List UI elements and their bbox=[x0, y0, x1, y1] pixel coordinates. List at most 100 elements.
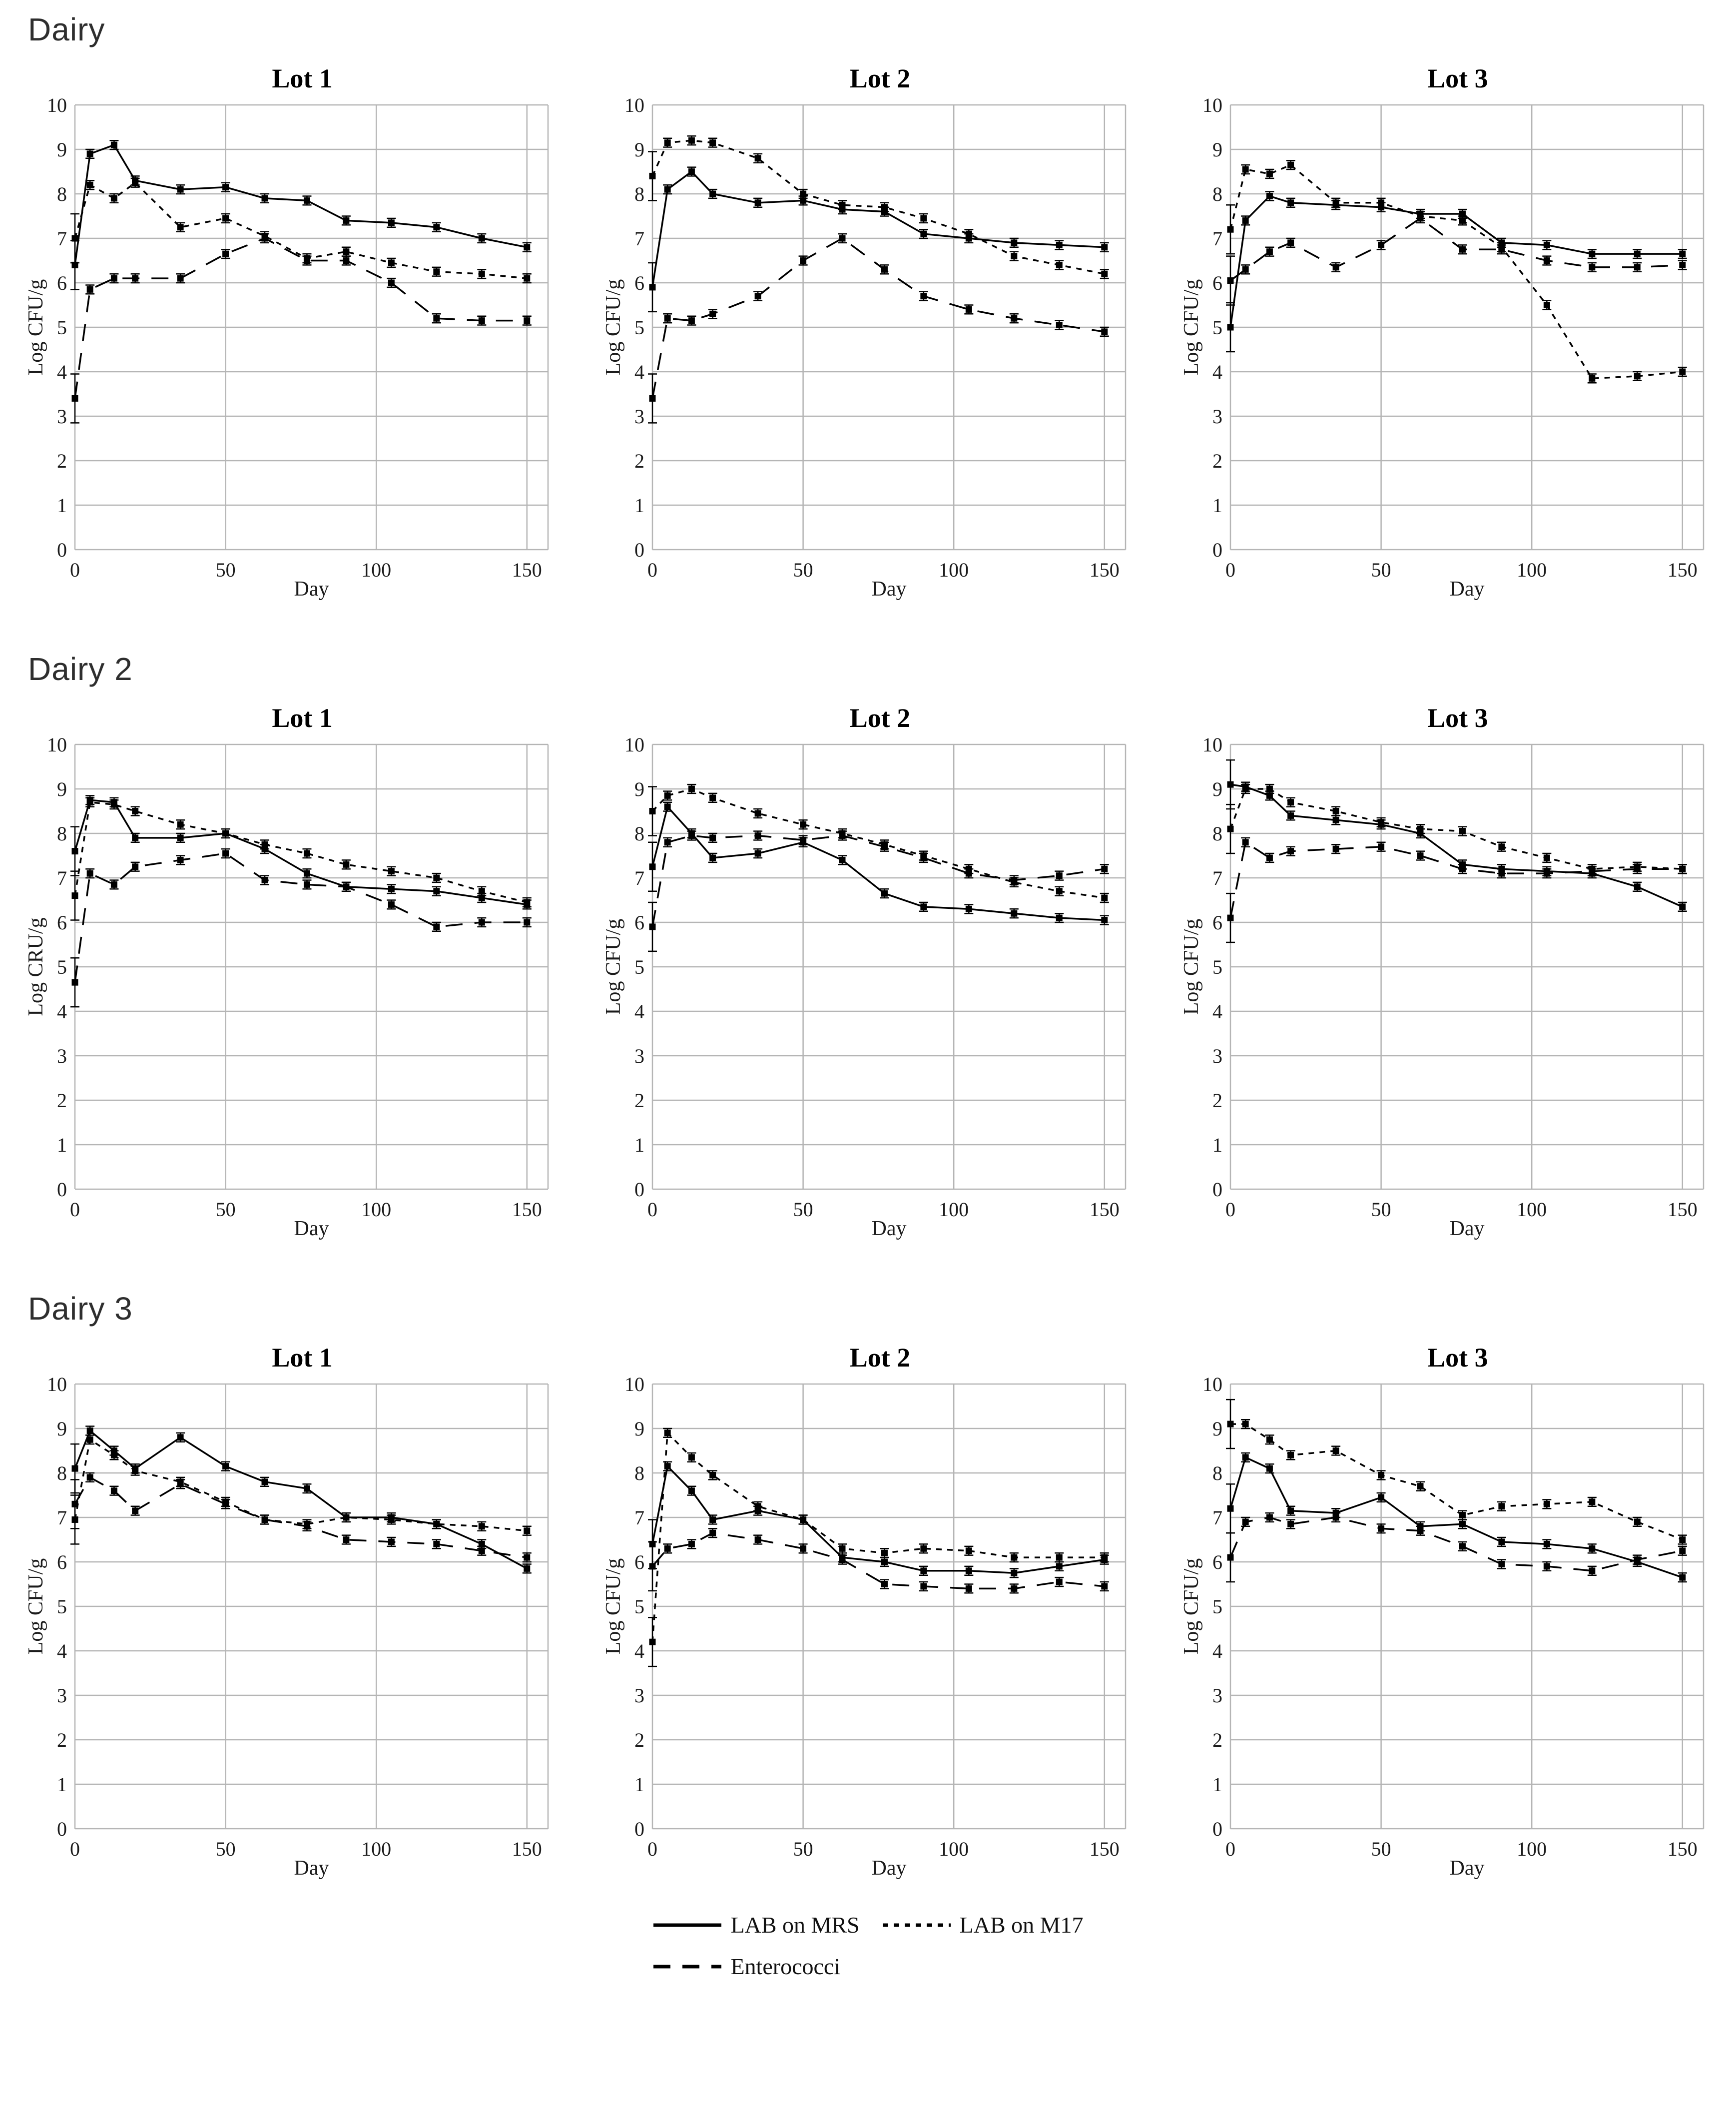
series-line-enterococci bbox=[651, 237, 1105, 399]
data-point-marker bbox=[709, 834, 716, 841]
data-point-marker bbox=[1679, 261, 1686, 268]
data-point-marker bbox=[261, 1478, 268, 1485]
svg-text:8: 8 bbox=[57, 1462, 67, 1484]
svg-text:9: 9 bbox=[57, 778, 67, 800]
svg-text:3: 3 bbox=[57, 1684, 67, 1707]
data-point-marker bbox=[343, 217, 350, 224]
data-point-marker bbox=[388, 219, 395, 226]
series-line-lab-on-m17 bbox=[74, 801, 528, 903]
data-point-marker bbox=[1589, 1567, 1596, 1574]
data-point-marker bbox=[343, 257, 350, 264]
data-point-marker bbox=[524, 244, 531, 251]
data-point-marker bbox=[664, 315, 671, 322]
data-point-marker bbox=[800, 836, 807, 843]
svg-text:2: 2 bbox=[634, 450, 644, 472]
data-point-marker bbox=[1242, 1454, 1249, 1461]
data-point-marker bbox=[304, 870, 311, 877]
svg-text:5: 5 bbox=[57, 316, 67, 339]
data-point-marker bbox=[755, 155, 762, 162]
data-point-marker bbox=[649, 172, 656, 179]
data-point-marker bbox=[755, 1503, 762, 1510]
data-point-marker bbox=[881, 1558, 888, 1565]
data-point-marker bbox=[86, 1427, 93, 1434]
data-point-marker bbox=[1679, 368, 1686, 375]
svg-text:6: 6 bbox=[634, 272, 644, 294]
series-line-enterococci bbox=[74, 237, 527, 399]
data-point-marker bbox=[524, 899, 531, 906]
chart-title: Lot 2 bbox=[849, 1343, 911, 1373]
svg-text:Log CFU/g: Log CFU/g bbox=[1183, 279, 1203, 376]
data-point-marker bbox=[1266, 854, 1273, 861]
data-point-marker bbox=[1332, 199, 1339, 206]
svg-text:Day: Day bbox=[1449, 1217, 1484, 1240]
data-point-marker bbox=[86, 1474, 93, 1481]
data-point-marker bbox=[1011, 315, 1018, 322]
series-line-lab-on-mrs bbox=[1229, 195, 1683, 328]
data-point-marker bbox=[1377, 1471, 1384, 1478]
svg-text:0: 0 bbox=[57, 1818, 67, 1840]
data-point-marker bbox=[111, 1451, 118, 1458]
data-point-marker bbox=[1287, 799, 1294, 806]
chart-dairy-3-lot-3: Lot 3 0 1 2 3 4 5 6 7 8 9 10 0 50 100 150 Day Log CFU/g bbox=[1167, 1329, 1728, 1880]
svg-text:100: 100 bbox=[361, 559, 391, 581]
svg-text:5: 5 bbox=[1212, 316, 1222, 339]
chart-dairy-3-lot-1: Lot 1 0 1 2 3 4 5 6 7 8 9 10 0 50 100 150 Day Log CFU/g bbox=[12, 1329, 573, 1880]
chart-row-dairy: Lot 1 0 1 2 3 4 5 6 7 8 9 10 0 50 100 150 Day Log CFU/g Lo… bbox=[0, 50, 1736, 601]
data-point-marker bbox=[920, 215, 927, 222]
svg-text:Day: Day bbox=[872, 1857, 907, 1880]
svg-text:100: 100 bbox=[1517, 559, 1547, 581]
data-point-marker bbox=[649, 808, 656, 814]
data-point-marker bbox=[388, 868, 395, 875]
data-point-marker bbox=[1543, 870, 1550, 877]
data-point-marker bbox=[920, 1545, 927, 1552]
svg-text:10: 10 bbox=[47, 96, 67, 116]
svg-text:Day: Day bbox=[1449, 578, 1484, 601]
data-point-marker bbox=[1589, 1545, 1596, 1552]
data-point-marker bbox=[388, 1538, 395, 1545]
data-point-marker bbox=[1011, 876, 1018, 883]
series-line-lab-on-m17 bbox=[1229, 788, 1683, 870]
data-point-marker bbox=[1101, 1583, 1108, 1590]
data-point-marker bbox=[1459, 1543, 1466, 1550]
svg-text:5: 5 bbox=[57, 1595, 67, 1618]
data-point-marker bbox=[1498, 1503, 1505, 1510]
svg-text:1: 1 bbox=[57, 1773, 67, 1796]
data-point-marker bbox=[132, 179, 139, 186]
chart-dairy-lot-3: Lot 3 0 1 2 3 4 5 6 7 8 9 10 0 50 100 150 Day Log CFU/g bbox=[1167, 50, 1728, 601]
data-point-marker bbox=[839, 832, 846, 839]
data-point-marker bbox=[966, 1547, 973, 1554]
data-point-marker bbox=[755, 832, 762, 839]
svg-text:Day: Day bbox=[872, 578, 907, 601]
svg-text:4: 4 bbox=[1212, 1640, 1222, 1662]
data-point-marker bbox=[1266, 785, 1273, 792]
data-point-marker bbox=[1498, 246, 1505, 253]
data-point-marker bbox=[86, 150, 93, 157]
data-point-marker bbox=[881, 204, 888, 211]
data-point-marker bbox=[1679, 1574, 1686, 1581]
data-point-marker bbox=[920, 293, 927, 300]
data-point-marker bbox=[966, 1567, 973, 1574]
data-point-marker bbox=[709, 310, 716, 317]
legend: LAB on MRS LAB on M17 Enterococci bbox=[652, 1912, 1084, 1980]
data-point-marker bbox=[649, 863, 656, 870]
data-point-marker bbox=[1266, 1514, 1273, 1521]
data-point-marker bbox=[304, 257, 311, 264]
svg-text:4: 4 bbox=[57, 1640, 67, 1662]
svg-text:0: 0 bbox=[70, 1838, 80, 1860]
svg-text:2: 2 bbox=[57, 450, 67, 472]
svg-text:6: 6 bbox=[57, 911, 67, 934]
data-point-marker bbox=[1589, 264, 1596, 271]
data-point-marker bbox=[86, 181, 93, 188]
data-point-marker bbox=[1266, 1465, 1273, 1472]
svg-text:0: 0 bbox=[57, 539, 67, 561]
data-point-marker bbox=[132, 834, 139, 841]
svg-text:Log CFU/g: Log CFU/g bbox=[605, 919, 625, 1015]
svg-text:6: 6 bbox=[634, 1551, 644, 1573]
svg-text:150: 150 bbox=[512, 559, 542, 581]
data-point-marker bbox=[800, 190, 807, 197]
data-point-marker bbox=[222, 250, 229, 257]
section-dairy: Dairy Lot 1 0 1 2 3 4 5 6 7 8 9 10 0 50 100 150 Day Log C… bbox=[0, 11, 1736, 601]
svg-text:4: 4 bbox=[1212, 361, 1222, 383]
data-point-marker bbox=[177, 1480, 184, 1487]
